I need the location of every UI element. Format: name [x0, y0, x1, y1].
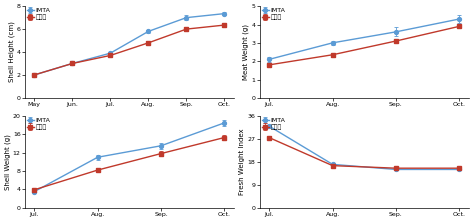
Y-axis label: Meat Weight (g): Meat Weight (g) — [243, 24, 249, 80]
Y-axis label: Shell Height (cm): Shell Height (cm) — [8, 22, 15, 82]
Legend: IMTA, 대조구: IMTA, 대조구 — [26, 8, 51, 21]
Legend: IMTA, 대조구: IMTA, 대조구 — [261, 8, 286, 21]
Legend: IMTA, 대조구: IMTA, 대조구 — [261, 117, 286, 130]
Y-axis label: Fresh Weight Index: Fresh Weight Index — [239, 128, 245, 195]
Y-axis label: Shell Weight (g): Shell Weight (g) — [4, 134, 11, 190]
Legend: IMTA, 대조구: IMTA, 대조구 — [26, 117, 51, 130]
